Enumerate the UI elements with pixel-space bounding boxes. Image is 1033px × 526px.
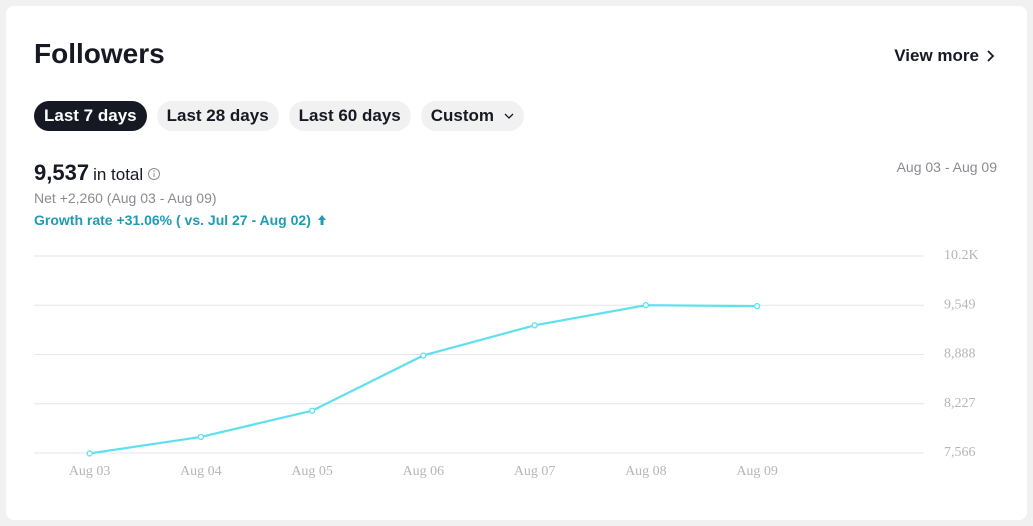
growth-rate: Growth rate +31.06% ( vs. Jul 27 - Aug 0… xyxy=(34,212,327,228)
data-point xyxy=(531,322,538,329)
date-tab[interactable]: Last 60 days xyxy=(288,101,411,131)
card-title: Followers xyxy=(34,38,165,69)
y-tick-label: 9,549 xyxy=(944,297,976,312)
x-tick-label: Aug 06 xyxy=(403,464,445,479)
y-tick-label: 8,227 xyxy=(944,396,976,411)
data-point xyxy=(642,302,650,309)
data-point xyxy=(197,433,205,441)
total-unit: in total xyxy=(93,165,144,184)
view-more-text[interactable]: View more xyxy=(894,46,979,65)
followers-card: Followers View more Last 7 days Last 28 d… xyxy=(6,6,1027,520)
total-value: 9,537 xyxy=(34,160,90,185)
chevron-icon xyxy=(987,50,995,62)
tab-label[interactable]: Last 28 days xyxy=(166,106,269,125)
y-tick-label: 10.2K xyxy=(944,248,979,263)
total-summary: 9,537 in total xyxy=(34,160,161,186)
date-tab[interactable]: Last 28 days xyxy=(156,101,279,131)
net-change: Net +2,260 (Aug 03 - Aug 09) xyxy=(34,190,217,206)
x-tick-label: Aug 07 xyxy=(514,464,556,479)
y-tick-label: 8,888 xyxy=(944,347,976,362)
info-icon[interactable] xyxy=(147,166,161,180)
x-tick-label: Aug 03 xyxy=(69,464,111,479)
view-more-link[interactable]: View more xyxy=(894,46,995,66)
date-tab[interactable]: Custom xyxy=(420,101,525,131)
x-tick-label: Aug 09 xyxy=(736,464,778,479)
line xyxy=(89,304,758,455)
y-tick-label: 7,566 xyxy=(944,445,976,460)
tab-label[interactable]: Last 60 days xyxy=(298,106,401,125)
x-tick-label: Aug 04 xyxy=(180,464,222,479)
dropdown-icon xyxy=(504,113,514,119)
date-range: Aug 03 - Aug 09 xyxy=(896,159,997,175)
data-point xyxy=(86,450,93,457)
tab-label[interactable]: Custom xyxy=(430,106,495,125)
x-tick-label: Aug 05 xyxy=(291,464,333,479)
date-tab[interactable]: Last 7 days xyxy=(34,101,147,131)
data-point xyxy=(420,352,427,359)
x-tick-label: Aug 08 xyxy=(625,464,667,479)
growth-text: Growth rate +31.06% ( vs. Jul 27 - Aug 0… xyxy=(34,212,311,228)
date-tabs: Last 7 days Last 28 days Last 60 days Custo… xyxy=(34,101,525,131)
data-point xyxy=(308,407,316,414)
data-point xyxy=(753,302,761,310)
tab-label[interactable]: Last 7 days xyxy=(44,106,137,125)
up-arrow-icon xyxy=(317,215,326,225)
